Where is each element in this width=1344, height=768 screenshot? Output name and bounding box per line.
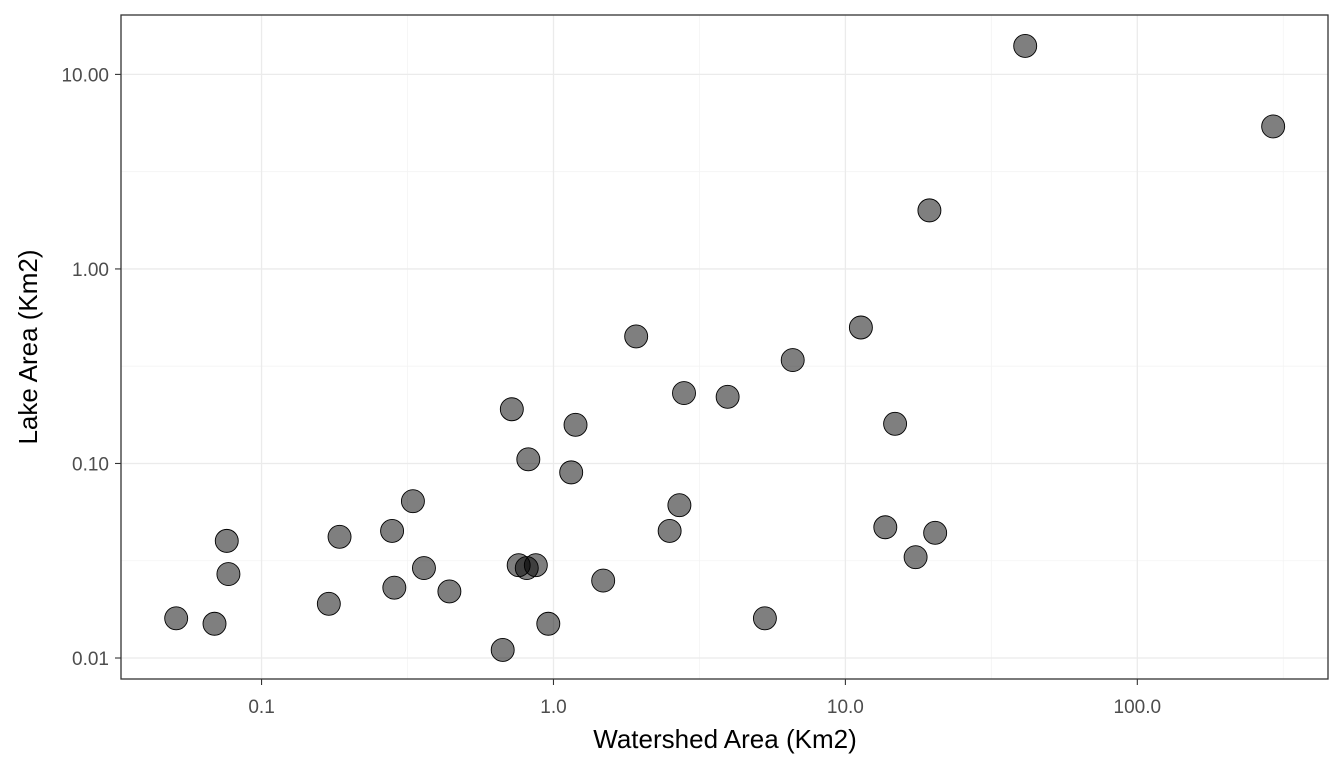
plot-panel-border — [120, 14, 1329, 680]
data-point — [327, 524, 352, 549]
x-tick-label: 0.1 — [248, 697, 274, 718]
x-tick-label: 100.0 — [1114, 697, 1162, 718]
x-axis-title: Watershed Area (Km2) — [593, 724, 856, 754]
data-point — [536, 611, 561, 636]
data-point — [523, 553, 548, 578]
data-point — [780, 348, 805, 373]
y-tick-label: 0.10 — [72, 454, 109, 475]
data-point — [490, 638, 515, 662]
data-point — [202, 611, 227, 636]
x-tick-label: 10.0 — [827, 697, 864, 718]
y-axis-title: Lake Area (Km2) — [13, 249, 43, 444]
data-point — [883, 411, 908, 436]
data-point — [1013, 34, 1038, 58]
data-point — [923, 520, 948, 545]
data-point — [657, 518, 682, 543]
data-point — [591, 568, 616, 593]
x-axis-ticks: 0.1 1.0 10.0 100.0 — [248, 679, 1161, 718]
y-tick-label: 0.01 — [72, 649, 109, 670]
y-tick-label: 10.00 — [61, 65, 109, 86]
data-point — [382, 575, 407, 600]
data-point — [380, 518, 405, 543]
data-point — [917, 198, 942, 223]
data-point — [624, 324, 649, 349]
data-point — [437, 579, 462, 604]
data-point — [499, 397, 524, 422]
x-tick-label: 1.0 — [540, 697, 566, 718]
data-point — [214, 528, 239, 553]
data-point — [715, 384, 740, 409]
major-gridlines — [121, 15, 1328, 679]
data-point — [1261, 114, 1286, 139]
data-point — [848, 315, 873, 340]
data-point — [752, 606, 777, 631]
y-tick-label: 1.00 — [72, 260, 109, 281]
y-axis-ticks: 0.01 0.10 1.00 10.00 — [61, 65, 121, 670]
data-point — [316, 591, 341, 616]
data-point — [563, 412, 588, 437]
minor-gridlines — [121, 15, 1328, 679]
data-point — [903, 545, 928, 570]
data-points — [164, 34, 1286, 662]
data-point — [400, 489, 425, 514]
data-point — [164, 606, 189, 631]
data-point — [559, 460, 584, 485]
data-point — [672, 381, 696, 406]
data-point — [873, 515, 898, 540]
data-point — [216, 562, 241, 587]
data-point — [667, 493, 692, 518]
data-point — [516, 447, 541, 472]
data-point — [412, 556, 436, 581]
